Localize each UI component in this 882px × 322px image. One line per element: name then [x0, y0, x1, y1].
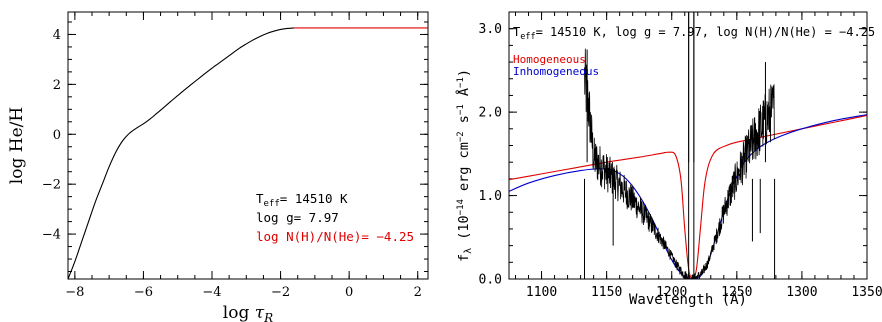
y-axis-title-f: f [456, 254, 472, 262]
y-axis-title-exp3: −1 [456, 104, 466, 115]
annotation-params: Teff= 14510 K, log g = 7.97, log N(H)/N(… [513, 25, 875, 42]
y-axis-title-sub: λ [463, 248, 474, 254]
x-tick-label: 0 [345, 285, 353, 300]
x-tick-label: −8 [65, 285, 84, 300]
plot-frame [67, 11, 429, 280]
y-tick-label: 1.0 [479, 189, 502, 204]
left-chart: −8 −6 −4 −2 0 2 −4 −2 0 2 4 log He/H log τR Teff= 145… [7, 11, 429, 322]
annotation-teff-rest: = 14510 K [280, 191, 348, 206]
x-tick-label: 2 [414, 285, 422, 300]
x-tick-label: 1150 [591, 285, 622, 300]
x-tick-label: 1350 [851, 285, 882, 300]
y-tick-label: 2.0 [479, 106, 502, 121]
series-line-homogeneous [509, 114, 867, 279]
x-tick-label: 1300 [786, 285, 817, 300]
y-axis-title-exp4: −1 [456, 77, 466, 88]
annotation-logg: log g= 7.97 [256, 210, 339, 225]
x-tick-label: −2 [271, 285, 290, 300]
y-axis-title-s: s [456, 115, 472, 131]
series-line-observed [584, 48, 775, 279]
annotation-abundance: log N(H)/N(He)= −4.25 [256, 229, 414, 244]
y-axis-title-ang: Å [455, 88, 472, 104]
x-tick-label: 1250 [721, 285, 752, 300]
annotation-teff-main: T [256, 191, 264, 206]
annotation-teff-sub: eff [264, 199, 280, 209]
y-tick-label: 0.0 [479, 273, 502, 288]
x-tick-label: 1100 [526, 285, 557, 300]
y-axis-title: log He/H [7, 107, 27, 184]
annotation-params-sub: eff [520, 32, 535, 42]
x-axis-title: log τR [223, 303, 273, 322]
annotation-params-main: T [513, 25, 520, 39]
x-tick-label: 1200 [656, 285, 687, 300]
legend-inhomogeneous: Inhomogeneous [513, 65, 599, 78]
x-axis-title-sub: R [263, 311, 273, 322]
legend-homogeneous: Homogeneous [513, 53, 586, 66]
annotation-teff: Teff= 14510 K [256, 191, 348, 209]
x-axis-title: Wavelength (Å) [629, 291, 747, 308]
y-tick-label: 2 [53, 78, 61, 93]
y-axis-title-erg: erg cm [456, 142, 472, 199]
x-tick-label: −4 [202, 285, 221, 300]
y-axis-title-exp2: −2 [456, 131, 466, 142]
y-tick-label: 4 [53, 28, 61, 43]
series-group [509, 12, 867, 279]
series-line-curve-0 [68, 27, 295, 279]
y-tick-label: 0 [53, 128, 61, 143]
x-tick-label: −6 [134, 285, 153, 300]
y-axis-title-open: (10 [456, 215, 472, 248]
y-tick-label: 3.0 [479, 22, 502, 37]
series-line-inhomogeneous [509, 114, 867, 279]
y-axis-title-exp1: −14 [456, 199, 466, 215]
y-tick-label: −4 [42, 228, 61, 243]
y-tick-label: −2 [42, 178, 61, 193]
y-axis-title: fλ (10−14 erg cm−2 s−1 Å−1) [455, 69, 474, 262]
x-axis-title-tau: τ [255, 303, 265, 322]
right-chart: 1100 1150 1200 1250 1300 1350 0.0 1.0 2.0 3.0 fλ (… [455, 11, 882, 308]
x-axis-title-log: log [223, 303, 255, 322]
y-axis-title-close: ) [456, 69, 472, 77]
series-group [68, 27, 428, 279]
annotation-params-rest: = 14510 K, log g = 7.97, log N(H)/N(He) … [536, 25, 876, 39]
